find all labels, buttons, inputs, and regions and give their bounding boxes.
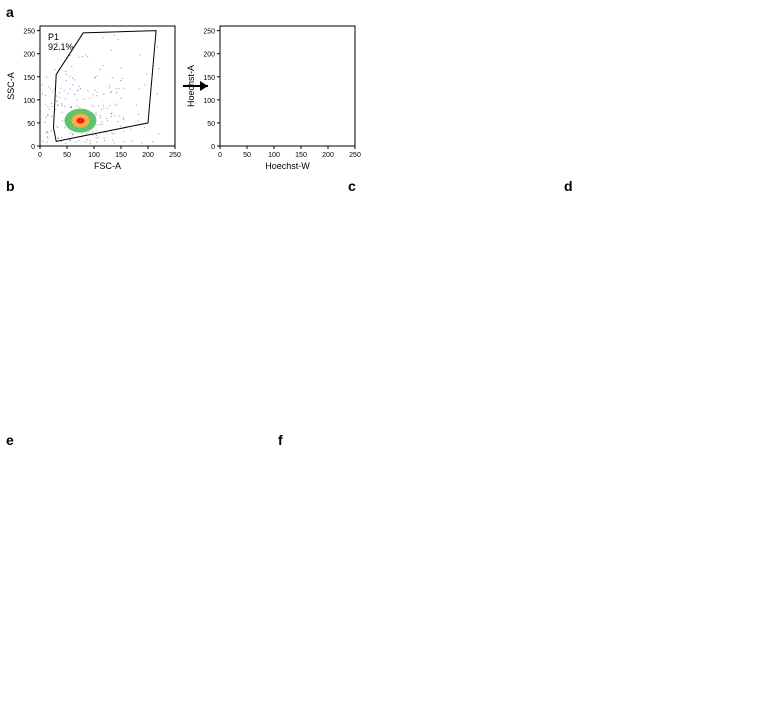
- svg-text:Hoechst-A: Hoechst-A: [186, 65, 196, 107]
- svg-text:250: 250: [23, 29, 35, 36]
- panel-d: [564, 180, 779, 430]
- svg-text:250: 250: [169, 152, 181, 159]
- panel-f: [278, 434, 478, 714]
- panel-b: [0, 180, 340, 430]
- svg-text:200: 200: [23, 52, 35, 59]
- svg-text:50: 50: [207, 121, 215, 128]
- svg-text:150: 150: [23, 75, 35, 82]
- svg-text:100: 100: [23, 98, 35, 105]
- svg-text:200: 200: [203, 52, 215, 59]
- svg-text:92.1%: 92.1%: [48, 42, 74, 52]
- svg-text:150: 150: [295, 152, 307, 159]
- svg-text:50: 50: [243, 152, 251, 159]
- svg-text:150: 150: [115, 152, 127, 159]
- panel-a: 0 50 100 150 200 250 0 50 100 150 200 250 FSC-A SSC-A…: [0, 0, 779, 176]
- panel-e: [0, 434, 270, 714]
- svg-text:100: 100: [268, 152, 280, 159]
- svg-text:P1: P1: [48, 32, 59, 42]
- svg-text:0: 0: [38, 152, 42, 159]
- panel-c: [348, 180, 558, 430]
- svg-text:250: 250: [349, 152, 361, 159]
- svg-text:50: 50: [27, 121, 35, 128]
- svg-text:50: 50: [63, 152, 71, 159]
- svg-text:0: 0: [31, 144, 35, 151]
- svg-text:150: 150: [203, 75, 215, 82]
- svg-text:200: 200: [322, 152, 334, 159]
- figure-root: a 050100150200250050100150200250FSC-ASSC…: [0, 0, 779, 718]
- svg-text:100: 100: [88, 152, 100, 159]
- svg-text:Hoechst-W: Hoechst-W: [265, 161, 310, 171]
- svg-text:0: 0: [218, 152, 222, 159]
- svg-text:200: 200: [142, 152, 154, 159]
- svg-text:SSC-A: SSC-A: [6, 72, 16, 100]
- svg-text:FSC-A: FSC-A: [94, 161, 121, 171]
- svg-text:100: 100: [203, 98, 215, 105]
- svg-text:250: 250: [203, 29, 215, 36]
- svg-text:0: 0: [211, 144, 215, 151]
